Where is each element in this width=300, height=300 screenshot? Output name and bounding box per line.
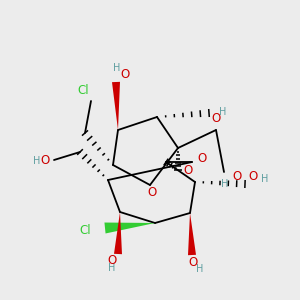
Text: H: H (33, 156, 40, 166)
Text: O: O (232, 170, 241, 184)
Text: O: O (197, 152, 207, 166)
Polygon shape (112, 82, 120, 130)
Text: H: H (261, 174, 268, 184)
Text: O: O (107, 254, 117, 266)
Text: O: O (211, 112, 220, 124)
Polygon shape (104, 223, 155, 233)
Text: O: O (183, 164, 193, 178)
Text: O: O (248, 170, 257, 184)
Text: O: O (147, 187, 157, 200)
Text: Cl: Cl (80, 224, 91, 236)
Text: O: O (188, 256, 198, 269)
Text: H: H (196, 264, 204, 274)
Text: H: H (108, 263, 116, 273)
Text: O: O (120, 68, 130, 82)
Text: H: H (219, 107, 226, 117)
Text: Cl: Cl (77, 85, 89, 98)
Text: O: O (41, 154, 50, 167)
Polygon shape (188, 213, 196, 255)
Text: H: H (221, 179, 229, 189)
Polygon shape (114, 212, 122, 254)
Text: H: H (113, 63, 121, 73)
